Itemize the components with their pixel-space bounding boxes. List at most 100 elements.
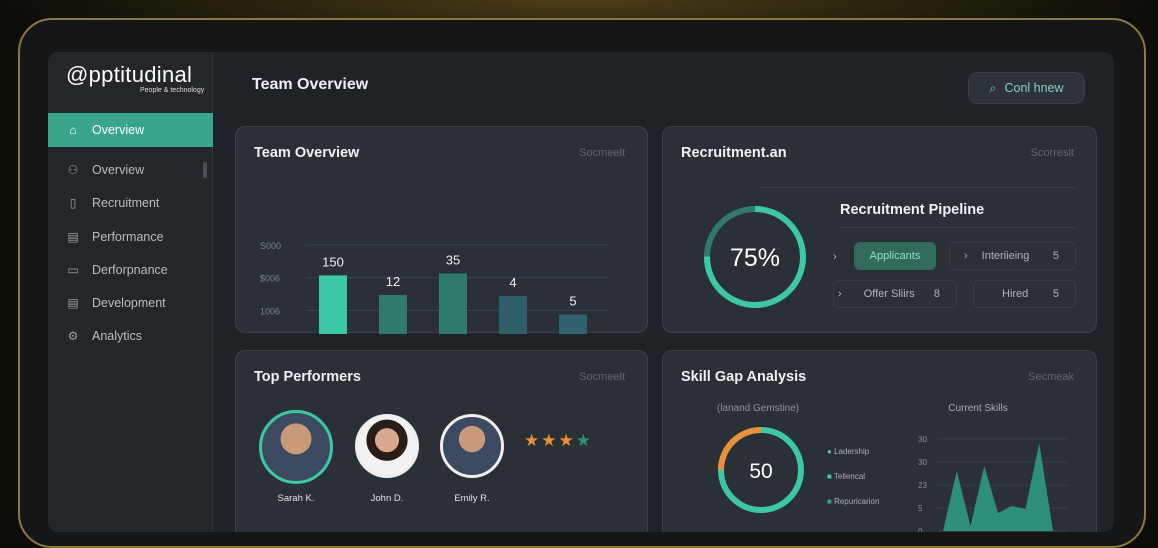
sidebar-item-label: Derforpnance [92,263,168,277]
search-button-label: Conl hnew [1004,81,1064,95]
progress-value: 75% [730,244,780,272]
skill-gap-card: Skill Gap Analysis Secmeak (lanand Gemst… [662,350,1097,532]
chevron-icon: › [838,288,842,300]
sidebar-item-analytics[interactable]: ⚙ Analytics [48,319,213,353]
stage-hired[interactable]: Hired 5 [973,280,1076,308]
bar [499,295,527,334]
sidebar-scrollbar[interactable] [203,162,207,178]
monitor-icon: ▭ [67,263,79,277]
legend-item: ■ Tellencal [827,472,866,481]
skill-legend: ● Ladership ■ Tellencal ■ Repuricarion [827,439,879,514]
y-tick-label: 0 [918,527,923,532]
card-action-link[interactable]: Secmeak [1028,371,1074,383]
search-button[interactable]: ⌕ Conl hnew [968,72,1085,104]
chevron-icon: › [964,250,968,262]
sidebar-item-label: Performance [92,230,164,244]
legend-item: ■ Repuricarion [827,497,880,506]
stage-label: Applicants [869,250,921,262]
avatar[interactable] [440,414,504,478]
skill-donut: 50 [718,427,804,513]
star-rating: ★★★★ [524,431,593,451]
sidebar-item-label: Recruitment [92,196,160,210]
sidebar-item-performance[interactable]: ▤ Performance [48,220,213,254]
legend-label: Repuricarion [834,497,880,506]
y-tick-label: 1006 [260,306,280,316]
recruitment-card: Recruitment.an Scorreslt 75% Recruitment… [662,126,1097,333]
team-overview-card: Team Overview Socmeelt 01006$006S000150A… [235,126,648,334]
legend-label: Tellencal [833,472,866,481]
chevron-icon: › [833,251,837,263]
card-title: Top Performers [254,369,361,385]
card-action-link[interactable]: Socmeelt [579,147,625,159]
card-title: Team Overview [254,145,360,161]
y-tick-label: 5 [918,504,923,513]
bar-data-label: 12 [386,274,400,289]
top-performers-card: Top Performers Socmeelt Sarah K. John D.… [235,350,648,532]
bar-data-label: 150 [322,254,344,269]
legend-label: Ladership [834,447,870,456]
sidebar-item-label: Analytics [92,329,143,343]
brand-logo: @pptitudinal [66,62,193,87]
stage-label: Hired [1002,288,1029,300]
performer-name: Sarah K. [277,493,315,504]
sidebar: @pptitudinal People & technology ⌂ Overvi… [48,52,213,532]
stage-count: 5 [1052,250,1059,262]
sidebar-item-recruitment[interactable]: ▯ Recruitment [48,186,213,220]
pipeline-title: Recruitment Pipeline [840,202,985,218]
star-icon: ★ [558,431,576,450]
badge-icon: ▯ [69,196,77,210]
stage-label: Offer Sliirs [863,288,915,300]
performer-name: Emily R. [454,493,490,504]
home-icon: ⌂ [69,123,77,137]
bar-data-label: 35 [446,252,460,267]
performer-name: John D. [370,493,404,504]
y-tick-label: 30 [918,435,927,444]
sidebar-item-overview-2[interactable]: ⚇ Overview [48,153,213,187]
stage-count: 8 [933,288,940,300]
divider [758,187,1076,188]
card-title: Recruitment.an [681,145,787,161]
search-icon: ⌕ [989,80,997,95]
brand-tagline: People & technology [140,87,205,94]
progress-ring: 75% [704,206,806,308]
divider [840,227,1076,228]
stage-offers[interactable]: › Offer Sliirs 8 [833,280,957,308]
stage-interviewing[interactable]: › Interiieing 5 [949,242,1076,270]
donut-title: (lanand Gemstine) [716,403,800,414]
stage-count: 5 [1052,288,1059,300]
card-action-link[interactable]: Socmeelt [579,371,625,383]
sidebar-item-overview[interactable]: ⌂ Overview [48,113,213,147]
y-tick-label: 23 [918,481,927,490]
avatar[interactable] [355,414,419,478]
document-icon: ▤ [67,296,79,310]
y-tick-label: $006 [260,274,280,284]
bar [439,273,467,334]
chart-doc-icon: ▤ [67,230,79,244]
card-title: Skill Gap Analysis [681,369,807,385]
gear-icon: ⚙ [67,329,79,343]
sidebar-item-development[interactable]: ▤ Development [48,286,213,320]
bar [379,294,407,334]
star-icon: ★ [524,431,542,450]
area-chart: 05233030105l55551005S8 [918,435,1068,532]
bar [319,275,347,334]
bar-chart: 01006$006S000150Active12Emplis35Open4Rec… [260,241,608,334]
bar [559,314,587,334]
star-icon: ★ [575,431,593,450]
stage-label: Interiieing [981,250,1030,262]
y-tick-label: 30 [918,458,927,467]
y-tick-label: S000 [260,241,281,251]
bar-data-label: 4 [509,275,516,290]
area-series [943,443,1053,531]
star-icon: ★ [541,431,559,450]
card-action-link[interactable]: Scorreslt [1030,147,1074,159]
stage-applicants[interactable]: Applicants [854,242,936,270]
sidebar-item-derforpnance[interactable]: ▭ Derforpnance [48,253,213,287]
donut-value: 50 [749,460,772,483]
bar-data-label: 5 [569,294,576,309]
sidebar-item-label: Overview [92,123,145,137]
sidebar-item-label: Development [92,296,166,310]
page-title: Team Overview [252,76,369,93]
avatar[interactable] [259,410,333,484]
legend-item: ● Ladership [827,447,870,456]
